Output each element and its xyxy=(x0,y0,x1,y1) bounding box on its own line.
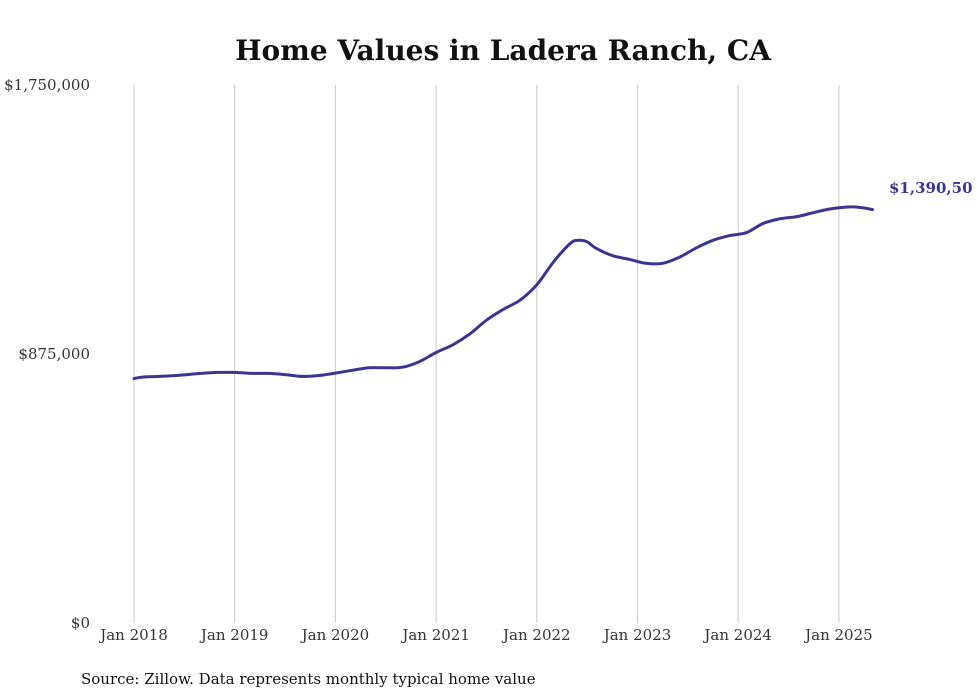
gridlines xyxy=(133,85,840,623)
y-tick-label: $0 xyxy=(71,614,90,632)
x-tick-label: Jan 2025 xyxy=(803,626,873,644)
series-layer xyxy=(132,205,874,381)
end-value-label: $1,390,50 xyxy=(889,179,973,197)
chart-title: Home Values in Ladera Ranch, CA xyxy=(235,34,772,67)
x-tick-label: Jan 2020 xyxy=(300,626,370,644)
series-line xyxy=(132,205,874,381)
source-note: Source: Zillow. Data represents monthly … xyxy=(81,670,536,688)
x-tick-label: Jan 2022 xyxy=(501,626,571,644)
x-tick-label: Jan 2024 xyxy=(702,626,772,644)
axis-labels: Jan 2018 Jan 2019 Jan 2020 Jan 2021 Jan 2022… xyxy=(4,76,873,644)
x-tick-label: Jan 2018 xyxy=(98,626,168,644)
x-tick-label: Jan 2021 xyxy=(400,626,470,644)
x-tick-label: Jan 2023 xyxy=(602,626,672,644)
x-tick-label: Jan 2019 xyxy=(199,626,269,644)
y-tick-label: $1,750,000 xyxy=(4,76,90,94)
y-tick-label: $875,000 xyxy=(18,345,90,363)
